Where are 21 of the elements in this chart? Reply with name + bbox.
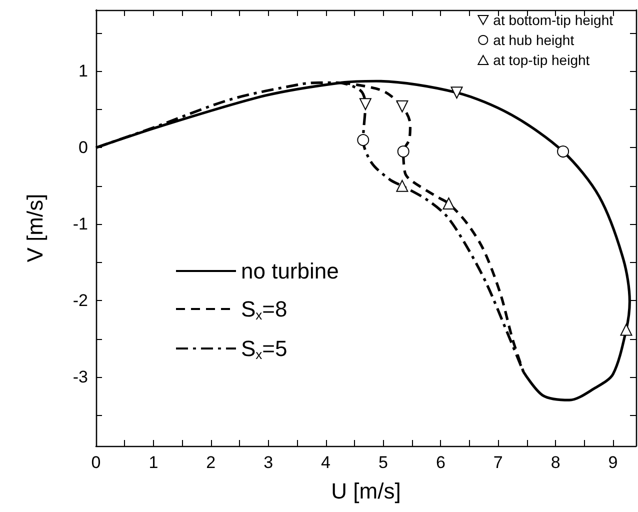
legend-label: no turbine bbox=[241, 258, 339, 284]
legend-label: at bottom-tip height bbox=[493, 12, 614, 28]
legend-label: at top-tip height bbox=[493, 52, 590, 68]
x-axis-title: U [m/s] bbox=[331, 478, 401, 504]
x-tick-label: 1 bbox=[148, 453, 158, 472]
y-axis-title: V [m/s] bbox=[22, 194, 48, 262]
x-tick-label: 8 bbox=[550, 453, 560, 472]
x-tick-label: 7 bbox=[493, 453, 503, 472]
x-tick-label: 0 bbox=[91, 453, 101, 472]
x-tick-label: 9 bbox=[608, 453, 618, 472]
x-tick-label: 3 bbox=[264, 453, 274, 472]
x-tick-label: 6 bbox=[436, 453, 446, 472]
y-tick-label: -1 bbox=[72, 214, 88, 234]
x-tick-label: 2 bbox=[206, 453, 216, 472]
y-tick-label: -3 bbox=[72, 368, 88, 387]
y-tick-label: 1 bbox=[78, 62, 88, 81]
y-tick-label: 0 bbox=[78, 138, 88, 158]
y-tick-label: -2 bbox=[72, 291, 88, 310]
x-tick-label: 5 bbox=[378, 453, 388, 472]
x-tick-label: 4 bbox=[321, 453, 331, 472]
legend-label: at hub height bbox=[493, 32, 574, 48]
